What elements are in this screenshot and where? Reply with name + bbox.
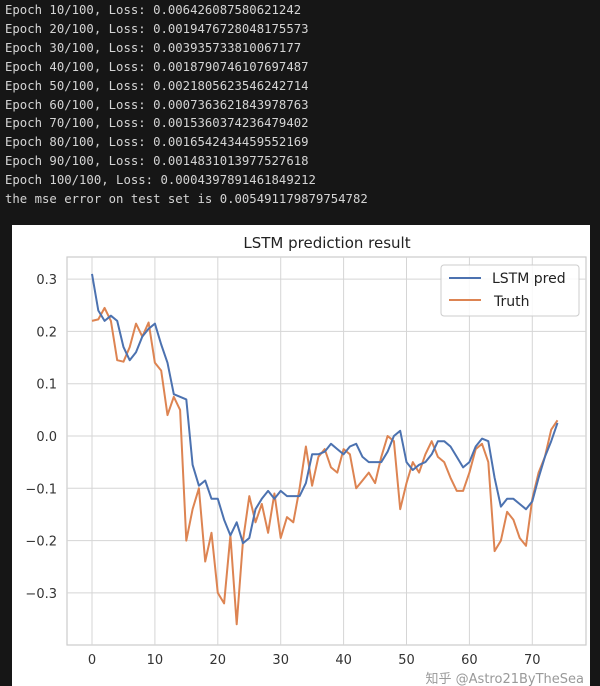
y-tick-label: 0.0: [36, 430, 57, 445]
terminal-line: Epoch 30/100, Loss: 0.003935733810067177: [5, 40, 302, 55]
y-tick-label: −0.1: [25, 482, 57, 497]
x-tick-label: 30: [272, 653, 289, 668]
terminal-line: Epoch 70/100, Loss: 0.001536037423647940…: [5, 116, 309, 131]
x-tick-label: 10: [147, 653, 164, 668]
terminal-line: the mse error on test set is 0.005491179…: [5, 192, 368, 207]
chart-title: LSTM prediction result: [243, 234, 410, 252]
x-tick-label: 50: [398, 653, 415, 668]
legend: LSTM pred Truth: [440, 264, 580, 317]
watermark: 知乎 @Astro21ByTheSea: [426, 671, 584, 686]
x-tick-label: 40: [335, 653, 352, 668]
x-tick-label: 70: [524, 653, 541, 668]
terminal-line: Epoch 80/100, Loss: 0.001654243445955216…: [5, 135, 309, 150]
legend-label-truth: Truth: [493, 294, 530, 310]
series-line-lstm-pred: [91, 273, 559, 545]
terminal-line: Epoch 100/100, Loss: 0.00043978914618492…: [5, 173, 316, 188]
x-tick-label: 60: [461, 653, 478, 668]
terminal-line: Epoch 10/100, Loss: 0.006426087580621242: [5, 3, 302, 17]
x-tick-label: 20: [210, 653, 227, 668]
y-tick-label: 0.2: [36, 325, 57, 340]
terminal-line: Epoch 50/100, Loss: 0.002180562354624271…: [5, 78, 309, 93]
terminal-line: Epoch 20/100, Loss: 0.001947672804817557…: [5, 21, 309, 36]
legend-label-pred: LSTM pred: [492, 271, 566, 287]
terminal-output: Epoch 10/100, Loss: 0.006426087580621242…: [5, 1, 368, 209]
terminal-line: Epoch 60/100, Loss: 0.000736362184397876…: [5, 97, 309, 112]
x-tick-label: 0: [88, 653, 96, 668]
y-tick-label: 0.3: [36, 273, 57, 288]
terminal-line: Epoch 40/100, Loss: 0.001879074610769748…: [5, 59, 309, 74]
y-tick-label: 0.1: [36, 378, 57, 393]
y-tick-label: −0.2: [25, 535, 57, 550]
y-tick-label: −0.3: [25, 587, 57, 602]
series-line-truth: [91, 306, 559, 626]
terminal-line: Epoch 90/100, Loss: 0.001483101397752761…: [5, 154, 309, 169]
